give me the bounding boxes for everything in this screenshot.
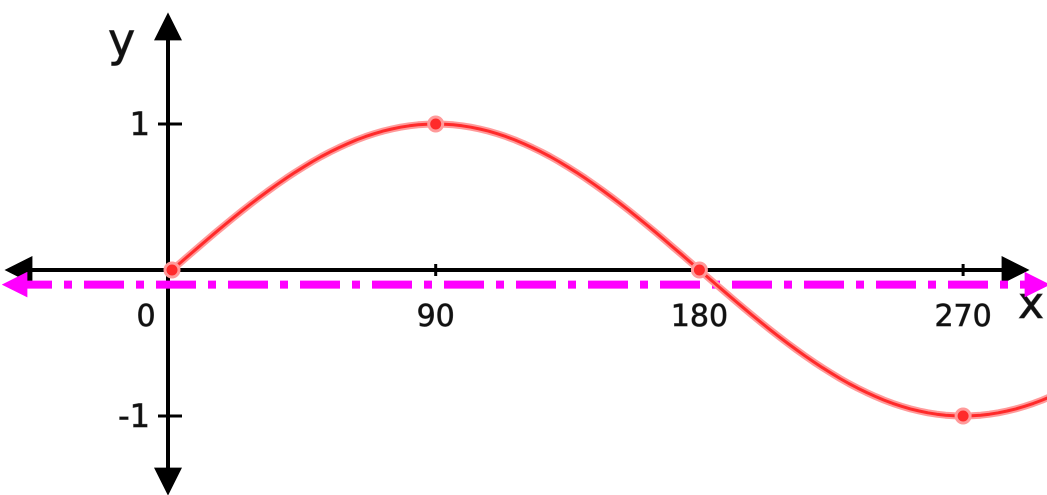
key-point xyxy=(690,261,708,279)
y-tick-label: -1 xyxy=(118,397,150,435)
x-tick-label: 0 xyxy=(136,299,155,334)
key-point xyxy=(163,261,181,279)
x-tick-label: 270 xyxy=(934,299,991,334)
y-tick-label: 1 xyxy=(130,105,150,143)
key-point xyxy=(954,407,972,425)
key-points-layer xyxy=(163,115,972,425)
ticks-layer: 0901802703604501-1 xyxy=(118,105,992,436)
key-point xyxy=(427,115,445,133)
x-tick-label: 90 xyxy=(417,299,455,334)
y-axis-label: y xyxy=(108,13,135,67)
x-tick-label: 180 xyxy=(671,299,728,334)
